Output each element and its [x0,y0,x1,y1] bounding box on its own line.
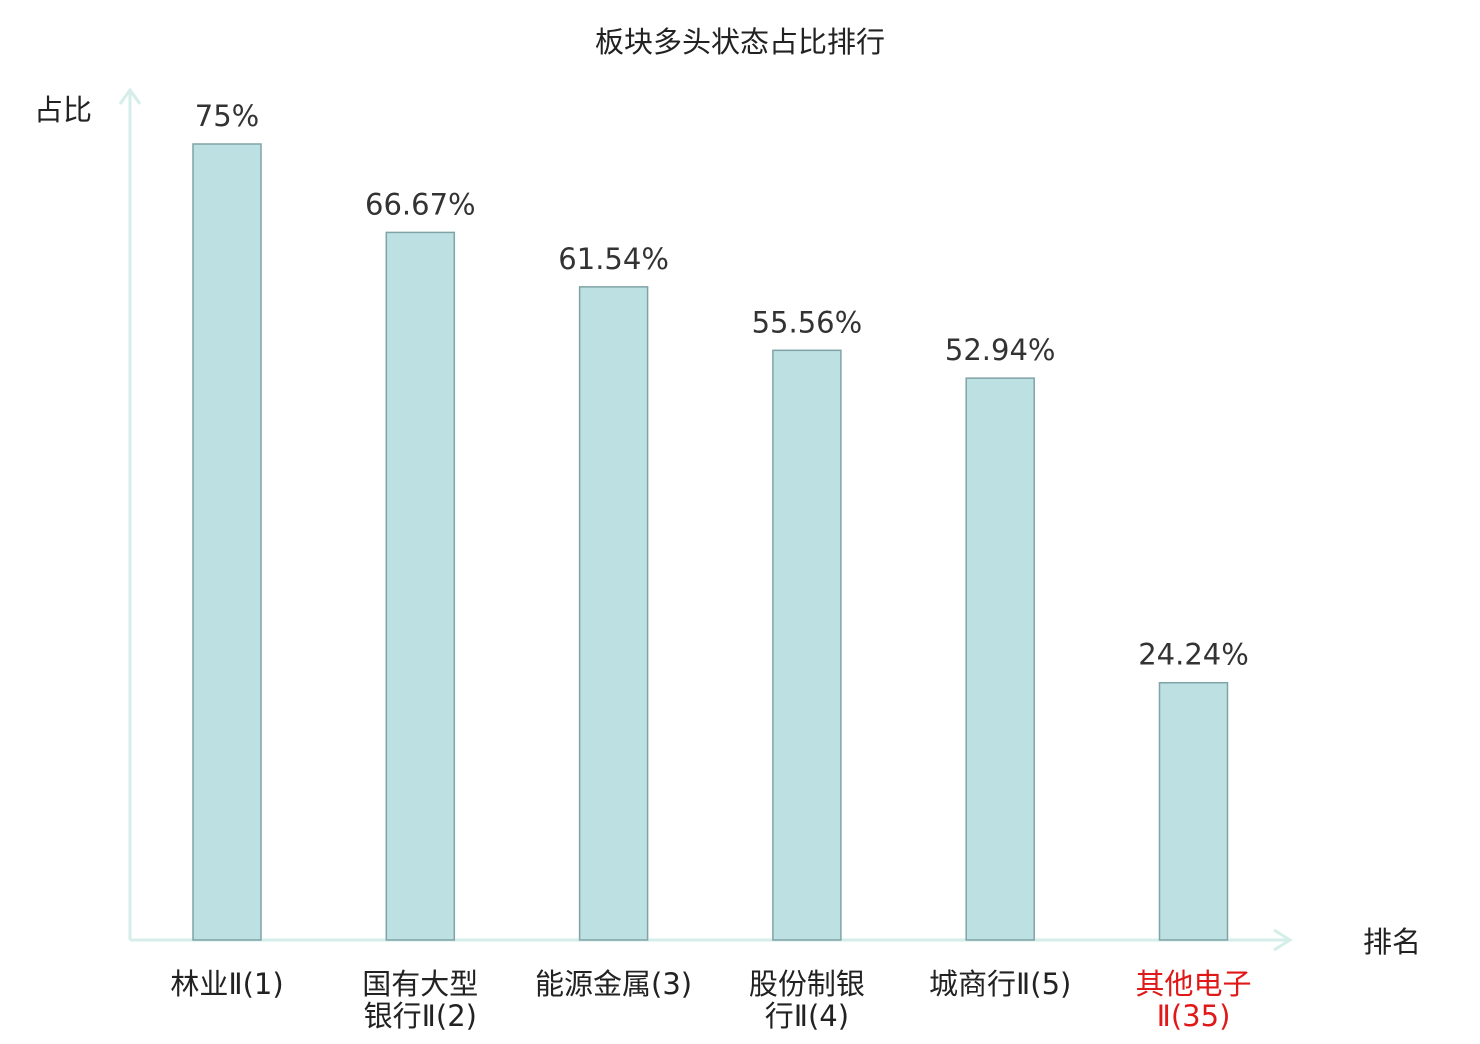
axes [118,87,1293,952]
bar [578,286,649,941]
bar-value-label: 75% [195,99,259,133]
bar-value-label: 55.56% [752,305,863,339]
bar-value-label: 52.94% [945,333,1056,367]
category-labels-group: 林业Ⅱ(1) 国有大型银行Ⅱ(2) 能源金属(3) 股份制银行Ⅱ(4) 城商行Ⅱ(5) 其… [170,967,1251,1033]
bars-group [192,143,1229,941]
y-axis-arrow-icon [118,87,142,105]
x-axis-label: 排名 [1363,925,1421,959]
bar-value-label: 61.54% [558,242,669,276]
y-axis-label: 占比 [34,93,92,127]
bar [1158,681,1229,941]
category-tick-label: 林业Ⅱ(1) [170,967,283,1001]
category-tick-label: 国有大型银行Ⅱ(2) [362,967,478,1033]
bar [385,231,456,941]
category-tick-label: 其他电子 Ⅱ(35) [1135,967,1251,1033]
category-tick-label: 股份制银行Ⅱ(4) [749,967,865,1033]
x-axis-arrow-icon [1273,928,1293,952]
category-tick-label: 能源金属(3) [535,967,692,1001]
bar [772,349,842,941]
category-tick-label: 城商行Ⅱ(5) [929,967,1071,1001]
chart-title: 板块多头状态占比排行 [595,25,885,59]
bar [965,377,1035,941]
bar-value-label: 24.24% [1138,638,1249,672]
bar-value-label: 66.67% [365,187,476,221]
bar [192,143,262,941]
value-labels-group: 75% 66.67% 61.54% 55.56% 52.94% 24.24% [195,99,1249,672]
